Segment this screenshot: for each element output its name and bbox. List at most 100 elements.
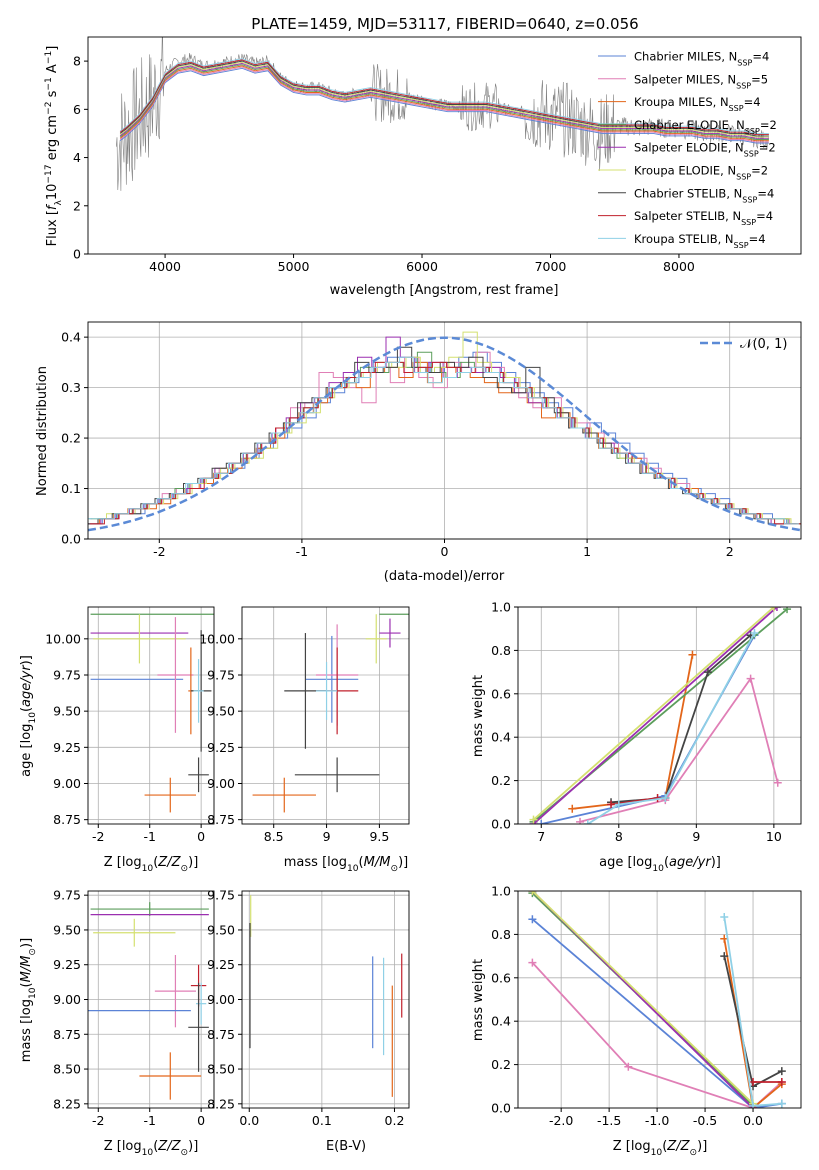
mass-weight-marker [783, 607, 792, 614]
y-tick-label: 9.25 [53, 740, 81, 755]
legend-label: Chabrier STELIB, NSSP=4 [634, 186, 774, 204]
mass-weight-marker [624, 1062, 633, 1071]
x-tick-label: 9.5 [369, 829, 389, 844]
x-axis-label: E(B-V) [326, 1139, 366, 1154]
plot-area [529, 607, 792, 824]
y-tick-label: 0.2 [491, 1057, 511, 1072]
mass-weight-marker [703, 668, 712, 677]
mass-weight-line [532, 607, 778, 824]
model-line [119, 63, 769, 139]
mass-weight-marker [688, 650, 697, 659]
mass-weight-marker [749, 1101, 758, 1108]
x-tick-label: 4000 [149, 259, 181, 274]
x-tick-label: 8.5 [264, 829, 284, 844]
y-tick-label: 10.00 [45, 631, 81, 646]
mass-weight-marker [661, 793, 670, 802]
age-vs-mass-panel: 8.5 9 9.5 8.75 9.00 9.25 9.50 9.75 10.00 mass [lo… [199, 606, 410, 874]
mass-weight-marker [746, 674, 755, 683]
model-line [119, 67, 769, 144]
model-line [119, 61, 769, 138]
y-tick-label: 0.2 [491, 773, 511, 788]
x-tick-label: 0.0 [743, 1113, 763, 1128]
x-tick-label: 0.2 [385, 1113, 405, 1128]
y-axis-label: mass weight [471, 675, 486, 757]
x-tick-label: 0.0 [239, 1113, 259, 1128]
y-tick-label: 8.25 [53, 1096, 81, 1111]
axes-frame [87, 606, 215, 825]
y-tick-label: 0.0 [61, 532, 81, 547]
y-tick-label: 8.25 [207, 1096, 235, 1111]
y-tick-label: 8.50 [207, 1062, 235, 1077]
massweight-vs-z-panel: -2.0 -1.5 -1.0 -0.5 0.0 0.0 0.2 0.4 0.6 0.8 1.0 Z [… [471, 884, 802, 1158]
x-tick-label: 0.1 [312, 1113, 332, 1128]
mass-weight-marker [583, 820, 592, 824]
mass-weight-line [531, 891, 754, 1105]
y-tick-label: 0.6 [491, 686, 511, 701]
x-tick-label: 1 [583, 544, 591, 559]
y-tick-label: 9.50 [53, 922, 81, 937]
y-tick-label: 9.75 [53, 888, 81, 903]
x-tick-label: -2 [92, 1113, 104, 1128]
x-axis-label: wavelength [Angstrom, rest frame] [330, 283, 559, 298]
x-tick-label: -1 [296, 544, 308, 559]
model-line [119, 64, 769, 140]
y-axis-label: mass weight [471, 959, 486, 1041]
x-tick-label: -1 [143, 829, 155, 844]
y-tick-label: 0.4 [491, 1014, 511, 1029]
y-tick-label: 0.6 [491, 970, 511, 985]
massweight-vs-age-panel: 7 8 9 10 0.0 0.2 0.4 0.6 0.8 1.0 age [log10(age/yr… [471, 600, 802, 874]
x-axis-label: Z [log10(Z/Z⊙)] [104, 855, 199, 874]
mass-weight-marker [750, 629, 759, 638]
mass-weight-marker [568, 804, 577, 813]
legend-label: Kroupa STELIB, NSSP=4 [634, 232, 766, 250]
y-tick-label: 8.50 [53, 1062, 81, 1077]
plot-area [88, 902, 209, 1100]
legend-label: Salpeter ELODIE, NSSP=2 [634, 141, 776, 159]
gaussian-curve [88, 336, 801, 532]
y-axis-label: mass [log10(M/M⊙)] [19, 938, 38, 1062]
axes-frame [517, 890, 802, 1109]
y-tick-label: 6 [73, 102, 81, 117]
histogram-step [90, 351, 801, 525]
y-tick-label: 9.00 [207, 992, 235, 1007]
histogram-step [89, 351, 801, 525]
x-tick-label: 8000 [663, 259, 695, 274]
mass-weight-marker [576, 817, 585, 824]
mass-weight-line [723, 938, 783, 1108]
x-tick-label: -2 [92, 829, 104, 844]
y-tick-label: 8.75 [53, 1027, 81, 1042]
mass-weight-line [579, 676, 779, 823]
y-tick-label: 9.50 [207, 704, 235, 719]
mass-weight-marker [773, 778, 782, 787]
model-line [119, 65, 769, 142]
x-tick-label: 7 [537, 829, 545, 844]
y-tick-label: 9.25 [207, 957, 235, 972]
legend-label: Chabrier ELODIE, NSSP=2 [634, 118, 777, 136]
mass-weight-line [532, 607, 775, 821]
y-tick-label: 9.25 [53, 957, 81, 972]
x-axis-label: (data-model)/error [384, 569, 505, 584]
legend-label: Chabrier MILES, NSSP=4 [634, 50, 769, 68]
model-line [119, 60, 769, 137]
x-tick-label: 9 [692, 829, 700, 844]
y-tick-label: 0.2 [61, 431, 81, 446]
mass-weight-marker [529, 815, 538, 824]
legend-label: 𝒩(0, 1) [740, 337, 787, 352]
legend-label: Salpeter STELIB, NSSP=4 [634, 209, 773, 227]
plot-area [88, 331, 801, 532]
axes-frame [87, 36, 802, 255]
mass-weight-marker [528, 891, 537, 895]
y-tick-label: 0.0 [491, 1101, 511, 1116]
mass-weight-marker [720, 913, 729, 922]
age-vs-z-panel: -2 -1 0 8.75 9.00 9.25 9.50 9.75 10.00 Z [log10(Z… [19, 606, 215, 874]
mass-weight-marker [607, 800, 616, 809]
axes-frame [241, 606, 410, 825]
x-tick-label: 7000 [535, 259, 567, 274]
mass-weight-marker [614, 800, 623, 809]
mass-vs-z-panel: -2 -1 0 8.25 8.50 8.75 9.00 9.25 9.50 9.75 Z [log1… [19, 888, 215, 1158]
y-tick-label: 1.0 [491, 600, 511, 615]
histogram-step [88, 361, 799, 525]
y-tick-label: 0.3 [61, 380, 81, 395]
x-tick-label: -2 [153, 544, 165, 559]
model-line [119, 58, 769, 134]
